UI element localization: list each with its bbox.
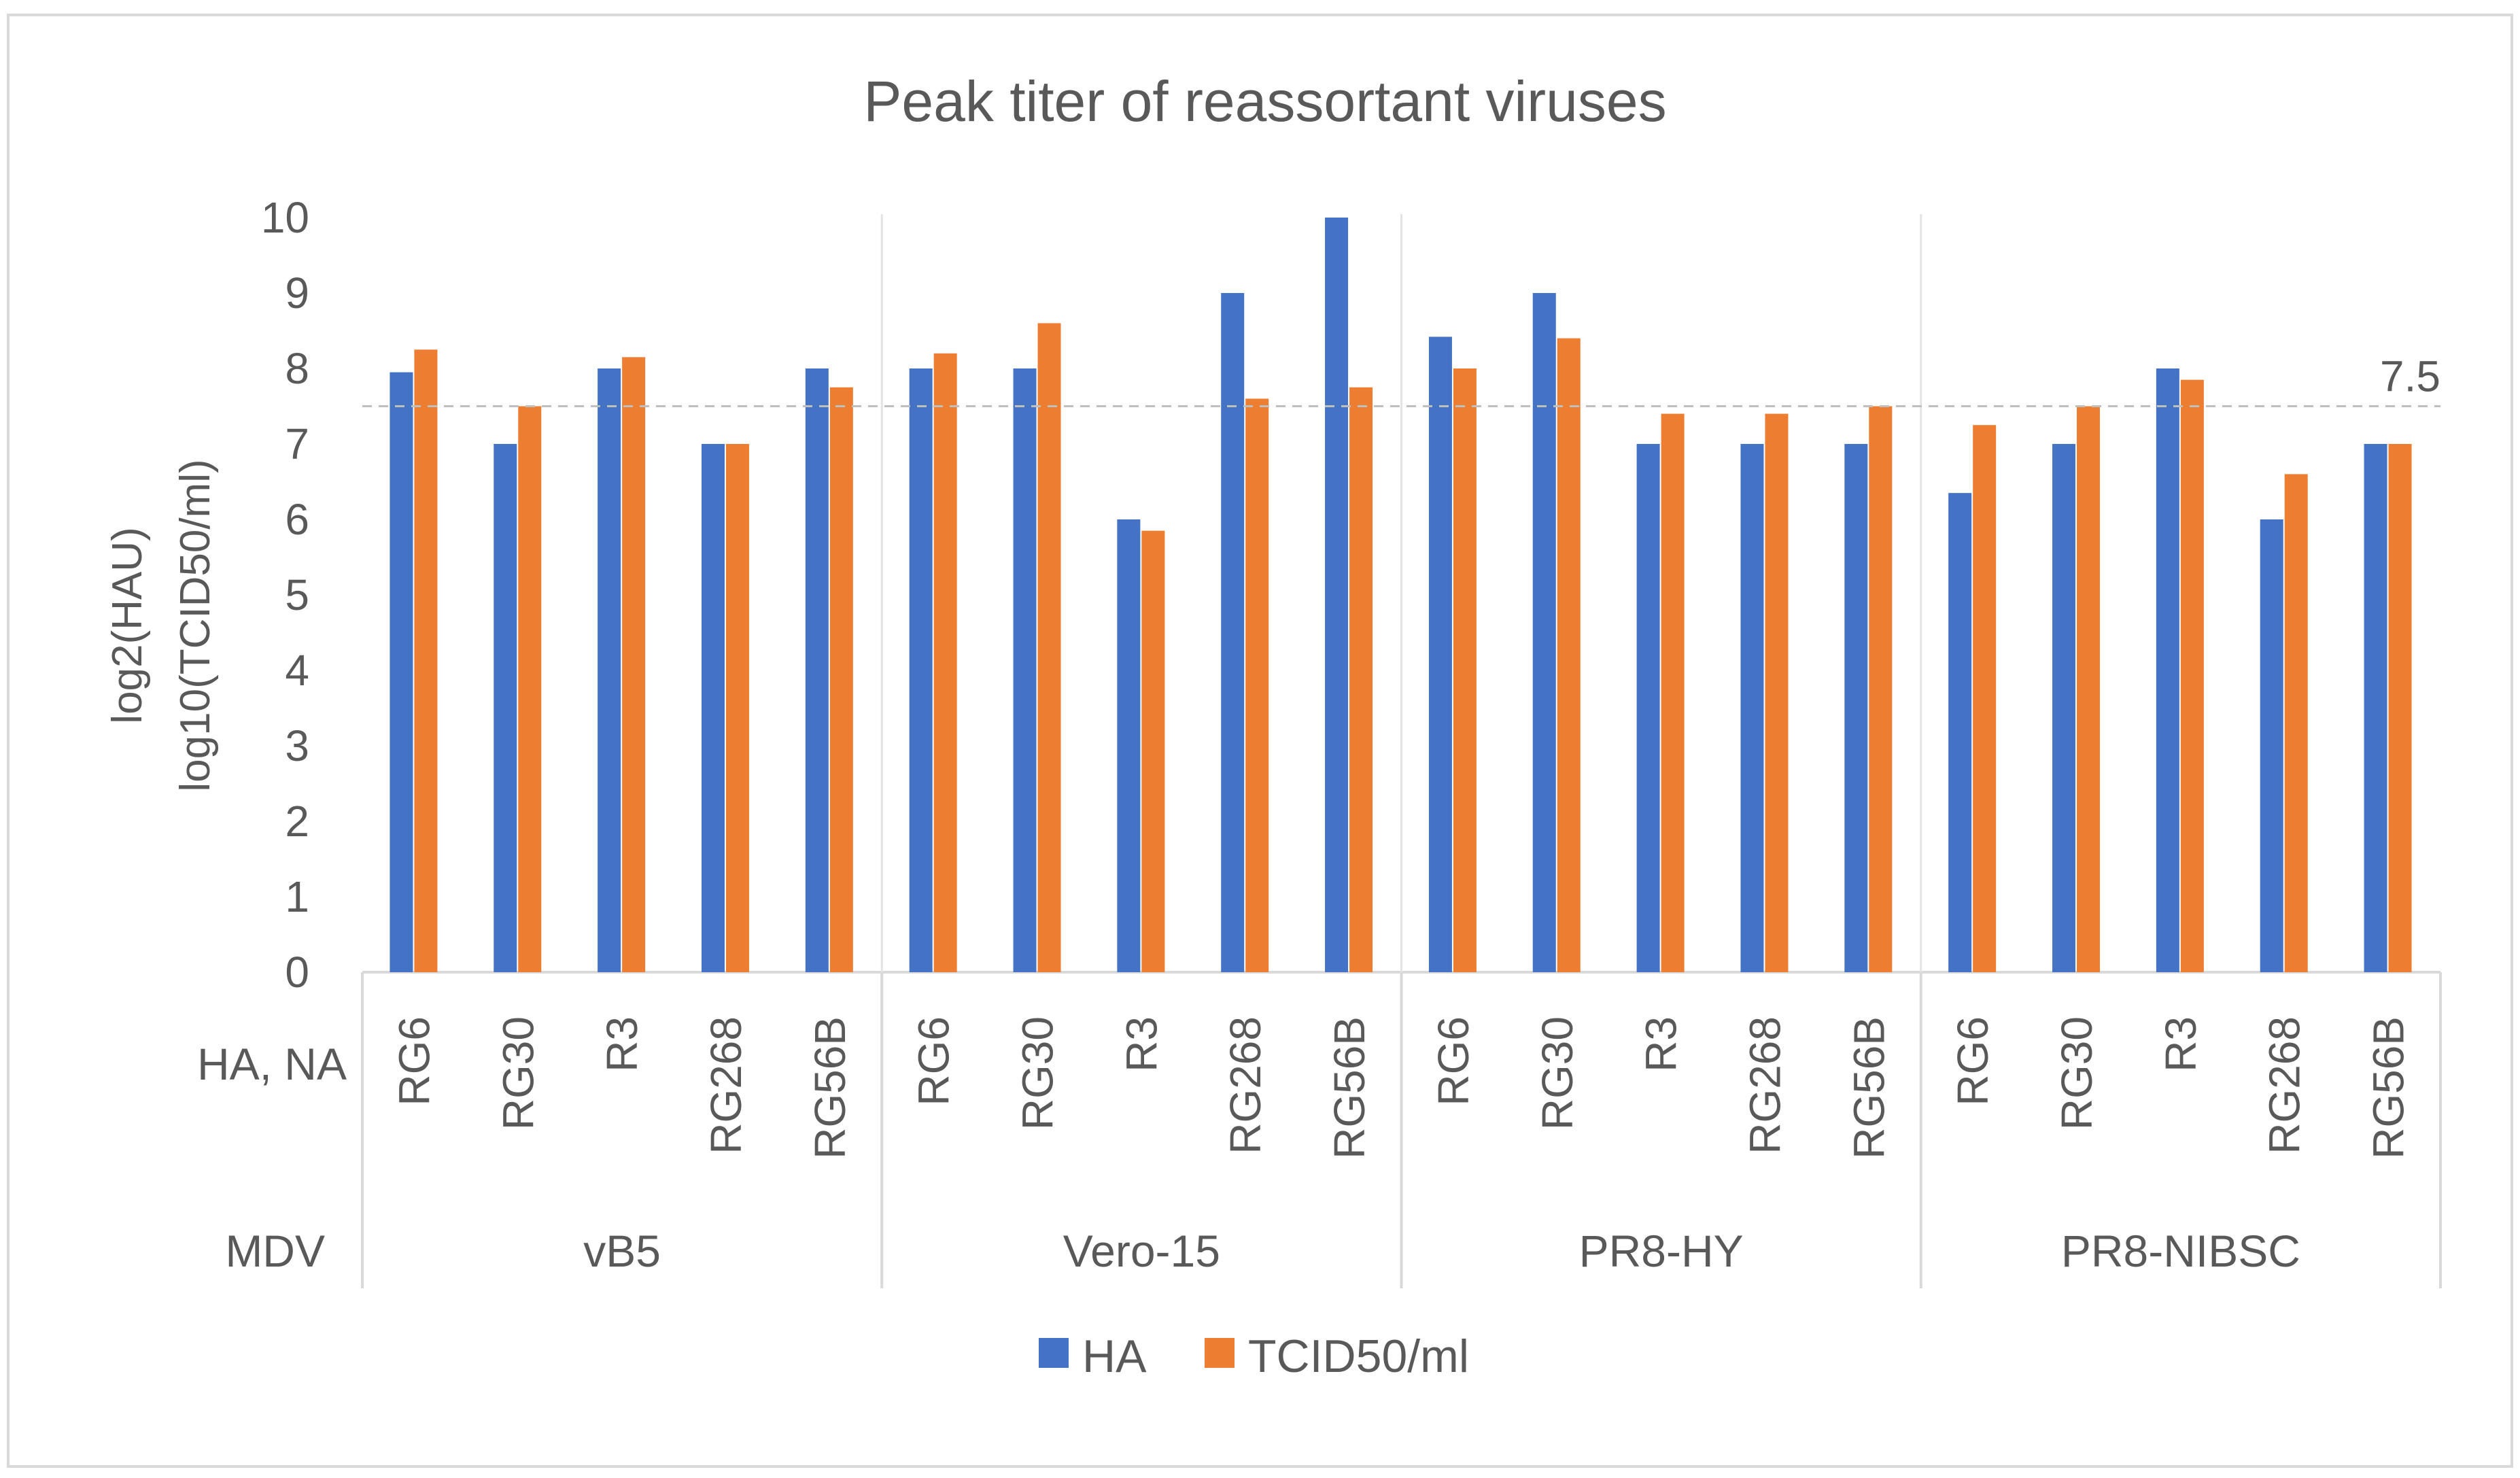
x-category-label-pr8-nibsc-r3: R3	[2156, 1016, 2205, 1072]
y-tick-label-2: 2	[285, 797, 309, 846]
bar-tcid50-ml-16	[2077, 406, 2101, 972]
bar-ha-9	[1325, 218, 1349, 972]
bar-tcid50-ml-2	[622, 357, 646, 972]
bar-ha-8	[1221, 293, 1245, 972]
bar-tcid50-ml-14	[1869, 406, 1893, 972]
x-category-label-vb5-r3: R3	[598, 1016, 646, 1072]
x-category-label-pr8-nibsc-rg268: RG268	[2260, 1016, 2309, 1154]
bar-ha-7	[1117, 519, 1141, 972]
bar-ha-16	[2052, 444, 2076, 972]
bar-tcid50-ml-17	[2180, 379, 2204, 972]
y-axis-label-line-1: log2(HAU)	[104, 527, 151, 723]
x-category-label-pr8-hy-rg268: RG268	[1740, 1016, 1789, 1154]
bar-ha-18	[2260, 519, 2283, 972]
bar-ha-11	[1532, 293, 1556, 972]
y-tick-label-8: 8	[285, 344, 309, 393]
x-category-label-vb5-rg56b: RG56B	[806, 1016, 855, 1159]
bar-tcid50-ml-4	[829, 387, 853, 972]
x-category-label-vb5-rg268: RG268	[702, 1016, 750, 1154]
bar-ha-3	[701, 444, 725, 972]
bar-ha-4	[805, 368, 829, 972]
x-group-label-vb5: vB5	[583, 1226, 661, 1276]
x-group-label-vero-15: Vero-15	[1063, 1226, 1220, 1276]
x-category-label-pr8-hy-rg56b: RG56B	[1844, 1016, 1893, 1159]
bar-ha-14	[1844, 444, 1868, 972]
bar-tcid50-ml-1	[518, 406, 542, 972]
x-axis-groups: vB5 Vero-15 PR8-HY PR8-NIBSC	[583, 1226, 2300, 1276]
bar-tcid50-ml-18	[2284, 474, 2308, 972]
outer-row-label: MDV	[225, 1226, 325, 1276]
y-tick-label-1: 1	[285, 872, 309, 921]
bar-tcid50-ml-11	[1557, 338, 1581, 973]
x-category-label-vero-15-rg56b: RG56B	[1325, 1016, 1374, 1159]
y-tick-label-9: 9	[285, 269, 309, 317]
bar-ha-17	[2156, 368, 2179, 972]
bar-tcid50-ml-3	[725, 444, 749, 972]
legend-swatch-tcid50-ml	[1205, 1338, 1235, 1368]
y-tick-label-7: 7	[285, 419, 309, 468]
x-category-label-pr8-nibsc-rg6: RG6	[1948, 1016, 1997, 1106]
bar-tcid50-ml-12	[1661, 413, 1685, 972]
y-axis-label: log2(HAU) log10(TCID50/ml)	[104, 459, 219, 791]
bar-tcid50-ml-19	[2388, 444, 2412, 972]
x-category-label-pr8-hy-rg6: RG6	[1429, 1016, 1478, 1106]
y-tick-label-0: 0	[285, 948, 309, 997]
bar-ha-5	[909, 368, 933, 972]
y-tick-label-3: 3	[285, 721, 309, 770]
bar-ha-19	[2364, 444, 2387, 972]
bar-tcid50-ml-8	[1245, 398, 1269, 972]
x-group-label-pr8-hy: PR8-HY	[1579, 1226, 1744, 1276]
inner-row-label: HA, NA	[197, 1039, 347, 1089]
x-category-label-vero-15-rg6: RG6	[910, 1016, 959, 1106]
x-category-label-vero-15-rg268: RG268	[1221, 1016, 1270, 1154]
y-tick-label-5: 5	[285, 570, 309, 619]
reference-line-label: 7.5	[2380, 352, 2440, 401]
legend-label-tcid50-ml: TCID50/ml	[1248, 1330, 1469, 1382]
x-axis-categories: RG6 RG30 R3 RG268 RG56B RG6 RG30 R3 RG268 RG56B RG…	[390, 1016, 2413, 1159]
bar-tcid50-ml-13	[1765, 413, 1789, 972]
y-tick-label-10: 10	[261, 193, 309, 242]
bar-ha-2	[598, 368, 621, 972]
reference-line: 7.5	[362, 352, 2440, 407]
bar-tcid50-ml-7	[1141, 530, 1165, 972]
bar-ha-6	[1013, 368, 1037, 972]
bar-tcid50-ml-9	[1349, 387, 1373, 972]
bar-ha-13	[1740, 444, 1764, 972]
bar-ha-12	[1636, 444, 1660, 972]
x-category-label-vero-15-rg30: RG30	[1014, 1016, 1063, 1130]
y-axis-label-line-2: log10(TCID50/ml)	[172, 459, 219, 791]
bar-tcid50-ml-10	[1453, 368, 1477, 972]
legend: HA TCID50/ml	[1039, 1330, 1469, 1382]
y-axis-ticks: 0 1 2 3 4 5 6 7 8 9 10	[261, 193, 309, 997]
x-group-label-pr8-nibsc: PR8-NIBSC	[2061, 1226, 2300, 1276]
bar-ha-10	[1428, 337, 1452, 972]
legend-label-ha: HA	[1082, 1330, 1147, 1382]
bar-ha-15	[1948, 493, 1972, 972]
x-category-label-pr8-nibsc-rg56b: RG56B	[2364, 1016, 2413, 1159]
bar-tcid50-ml-5	[933, 353, 957, 972]
bar-tcid50-ml-6	[1037, 323, 1061, 972]
x-category-label-vb5-rg6: RG6	[390, 1016, 438, 1106]
legend-swatch-ha	[1039, 1338, 1069, 1368]
bar-tcid50-ml-0	[414, 349, 438, 972]
x-category-label-vb5-rg30: RG30	[494, 1016, 542, 1130]
bar-ha-1	[494, 444, 517, 972]
bar-ha-0	[390, 372, 413, 972]
x-category-label-vero-15-r3: R3	[1117, 1016, 1166, 1072]
y-tick-label-6: 6	[285, 495, 309, 544]
bar-tcid50-ml-15	[1973, 425, 1997, 972]
x-category-label-pr8-hy-rg30: RG30	[1533, 1016, 1582, 1130]
x-category-label-pr8-nibsc-rg30: RG30	[2052, 1016, 2101, 1130]
chart-title: Peak titer of reassortant viruses	[863, 69, 1666, 133]
y-tick-label-4: 4	[285, 646, 309, 695]
x-category-label-pr8-hy-r3: R3	[1637, 1016, 1686, 1072]
